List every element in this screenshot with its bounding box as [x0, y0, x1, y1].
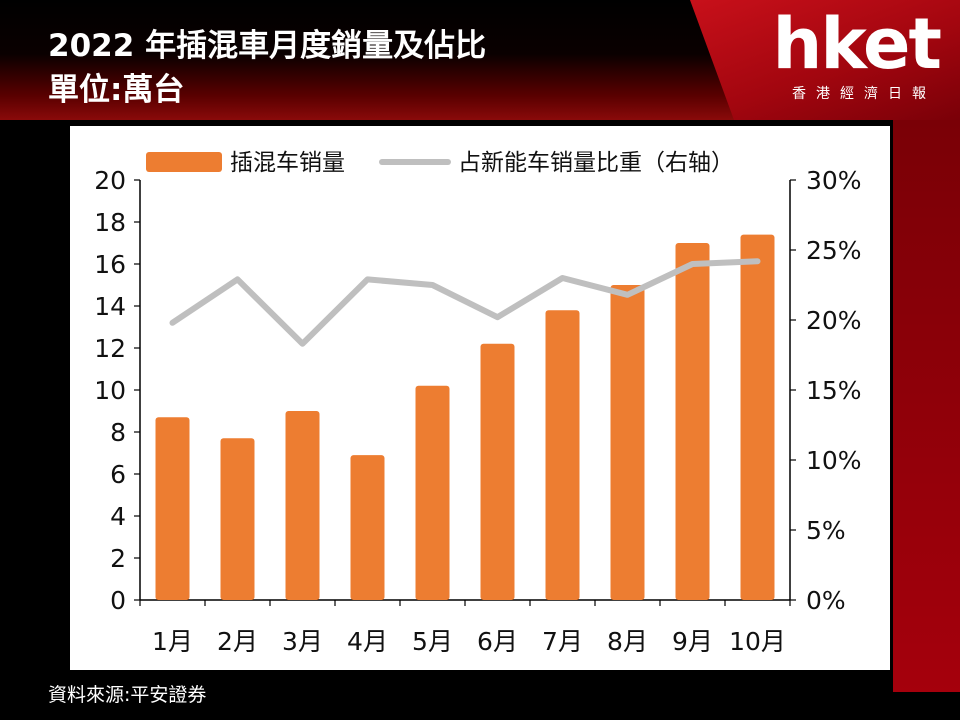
- title-line-2: 單位:萬台: [48, 72, 185, 108]
- x-tick-label: 10月: [729, 627, 786, 656]
- line-point-5月: [431, 283, 434, 287]
- bar-6月: [480, 343, 515, 600]
- left-tick-label: 10: [94, 376, 126, 405]
- line-point-2月: [236, 277, 239, 281]
- line-point-9月: [691, 262, 694, 266]
- line-point-6月: [496, 315, 499, 319]
- bar-1月: [155, 417, 190, 600]
- right-tick-label: 25%: [806, 236, 862, 265]
- left-tick-label: 6: [110, 460, 126, 489]
- bar-8月: [610, 285, 645, 600]
- right-tick-label: 5%: [806, 516, 846, 545]
- right-tick-label: 30%: [806, 166, 862, 195]
- left-tick-label: 12: [94, 334, 126, 363]
- logo-subtitle: 香港經濟日報: [792, 86, 936, 102]
- x-tick-label: 7月: [542, 627, 583, 656]
- right-tick-label: 0%: [806, 586, 846, 615]
- page-title: 2022 年插混車月度銷量及佔比 單位:萬台: [48, 24, 486, 112]
- right-tick-label: 15%: [806, 376, 862, 405]
- bar-5月: [415, 385, 450, 600]
- bar-10月: [740, 234, 775, 600]
- left-tick-label: 20: [94, 166, 126, 195]
- left-tick-label: 18: [94, 208, 126, 237]
- left-tick-label: 0: [110, 586, 126, 615]
- line-point-3月: [301, 342, 304, 346]
- line-point-8月: [626, 293, 629, 297]
- x-tick-label: 2月: [217, 627, 258, 656]
- bar-3月: [285, 411, 320, 600]
- left-tick-label: 14: [94, 292, 126, 321]
- share-line-series: [169, 258, 761, 347]
- hket-logo: hket: [772, 3, 942, 85]
- x-tick-label: 4月: [347, 627, 388, 656]
- x-tick-label: 6月: [477, 627, 518, 656]
- bar-7月: [545, 310, 580, 600]
- right-tick-label: 20%: [806, 306, 862, 335]
- x-tick-label: 8月: [607, 627, 648, 656]
- x-tick-label: 5月: [412, 627, 453, 656]
- right-tick-label: 10%: [806, 446, 862, 475]
- line-point-7月: [561, 276, 564, 280]
- left-tick-label: 2: [110, 544, 126, 573]
- line-point-1月: [171, 321, 174, 325]
- left-tick-label: 8: [110, 418, 126, 447]
- chart-panel: 0 2 4 6 8 10 12 14 16 18 20 0% 5% 10% 15% 20% 25% 30% 1月 2月…: [70, 126, 890, 670]
- source-note: 資料來源:平安證券: [48, 684, 207, 706]
- x-tick-label: 3月: [282, 627, 323, 656]
- line-point-10月: [756, 259, 759, 263]
- decorative-band: [893, 120, 960, 692]
- x-tick-label: 1月: [152, 627, 193, 656]
- bar-2月: [220, 438, 255, 600]
- combo-chart: 0 2 4 6 8 10 12 14 16 18 20 0% 5% 10% 15% 20% 25% 30% 1月 2月…: [94, 150, 862, 656]
- left-tick-label: 16: [94, 250, 126, 279]
- line-point-4月: [366, 277, 369, 281]
- legend-line-label: 占新能车销量比重（右轴）: [458, 150, 734, 176]
- bar-4月: [350, 455, 385, 600]
- logo-panel: hket 香港經濟日報: [690, 0, 960, 120]
- bar-9月: [675, 243, 710, 600]
- legend-bar-label: 插混车销量: [230, 150, 345, 176]
- x-tick-label: 9月: [672, 627, 713, 656]
- title-line-1: 2022 年插混車月度銷量及佔比: [48, 28, 487, 64]
- header-bar: 2022 年插混車月度銷量及佔比 單位:萬台 hket 香港經濟日報: [0, 0, 960, 120]
- left-tick-label: 4: [110, 502, 126, 531]
- legend-bar-swatch: [146, 152, 222, 172]
